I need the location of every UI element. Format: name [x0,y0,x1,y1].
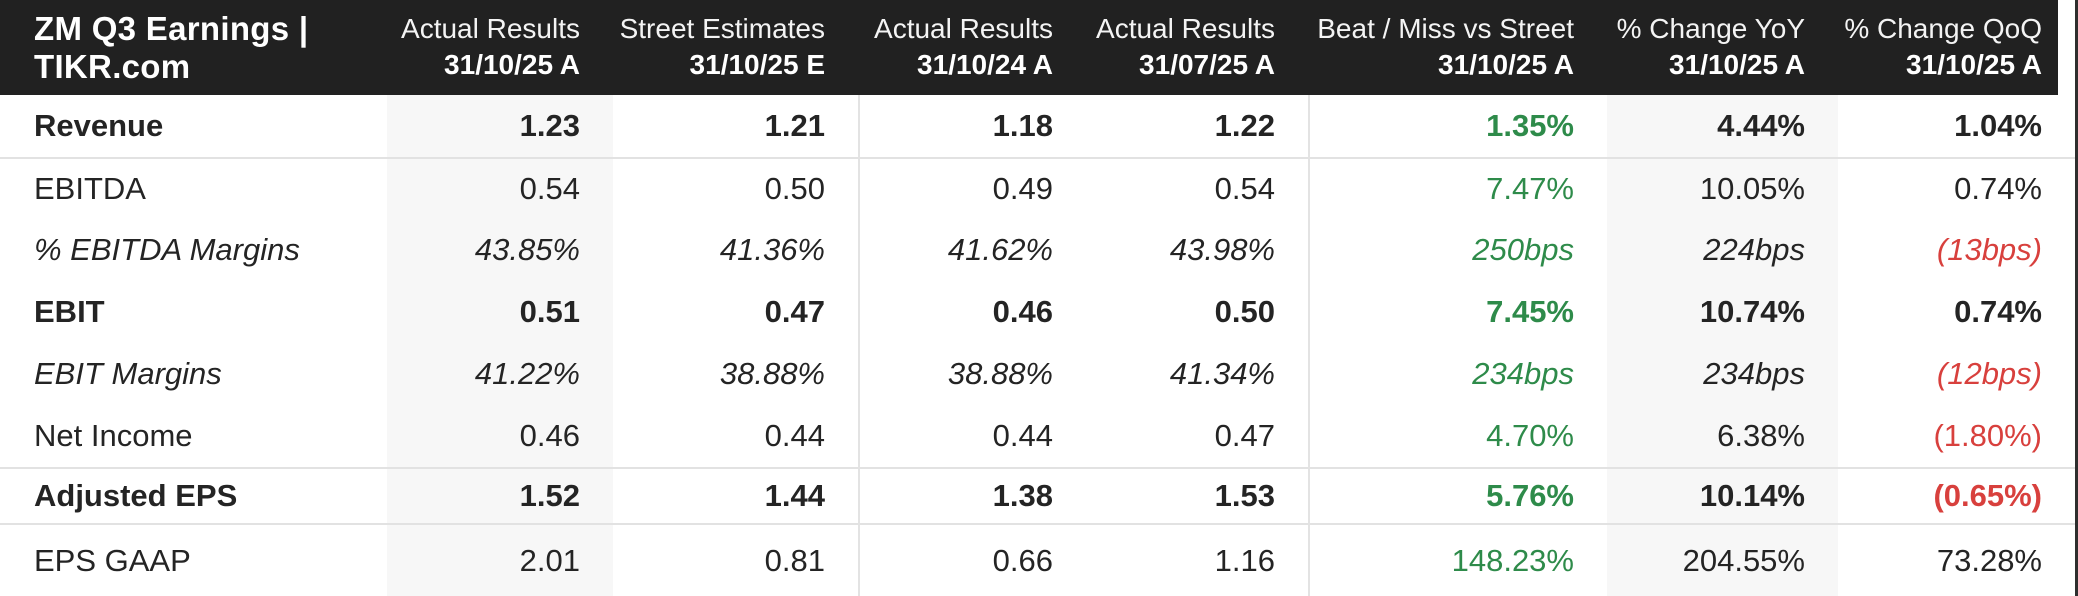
header-row: ZM Q3 Earnings | TIKR.com Actual Results… [0,0,2075,95]
cell-value: 1.44 [764,478,825,513]
column-header-label: % Change QoQ [1844,13,2042,45]
row-label: Revenue [34,108,164,143]
cell-value: 234bps [1308,343,1607,405]
cell-value: 38.88% [719,356,825,391]
cell-value: 1.04% [1954,108,2042,143]
column-header: Street Estimates 31/10/25 E [613,0,858,95]
table-row: EBIT 0.51 0.47 0.46 0.50 7.45% 10.74% 0.74% [0,281,2075,343]
row-label: Adjusted EPS [34,478,238,513]
cell-value: (1.80%) [1933,418,2042,453]
cell-value: (0.65%) [1933,478,2042,513]
row-label: EBIT Margins [34,356,222,391]
cell-value: 204.55% [1607,525,1838,596]
cell-value: 0.47 [764,294,825,329]
cell-value: 10.05% [1607,159,1838,219]
column-header: Actual Results 31/10/24 A [858,0,1086,95]
cell-value: 0.54 [1214,171,1275,206]
cell-value: 6.38% [1607,405,1838,467]
table-row: % EBITDA Margins 43.85% 41.36% 41.62% 43.98%… [0,219,2075,281]
cell-value: 0.74% [1954,171,2042,206]
cell-value: 0.50 [764,171,825,206]
cell-value: 43.98% [1169,232,1275,267]
table-body: Revenue 1.23 1.21 1.18 1.22 1.35% 4.44% 1.04% EB… [0,95,2078,596]
cell-value: 1.52 [387,469,613,523]
table-row: EBIT Margins 41.22% 38.88% 38.88% 41.34% 234b… [0,343,2075,405]
column-header: Actual Results 31/07/25 A [1086,0,1308,95]
cell-value: 234bps [1607,343,1838,405]
row-label: EPS GAAP [34,543,191,578]
cell-value: (13bps) [1936,232,2042,267]
column-header-date: 31/10/25 E [689,49,825,80]
column-header-label: Actual Results [874,13,1053,45]
cell-value: 41.34% [1169,356,1275,391]
cell-value: 148.23% [1308,525,1607,596]
cell-value: 7.45% [1308,281,1607,343]
cell-value: 0.50 [1214,294,1275,329]
column-header-label: % Change YoY [1616,13,1805,45]
cell-value: 224bps [1607,219,1838,281]
table-row: Revenue 1.23 1.21 1.18 1.22 1.35% 4.44% 1.04% [0,95,2075,157]
cell-value: 0.66 [858,525,1086,596]
cell-value: 41.62% [858,219,1086,281]
column-header-date: 31/07/25 A [1139,49,1275,80]
row-label: EBIT [34,294,105,329]
column-header-label: Actual Results [401,13,580,45]
cell-value: 38.88% [858,343,1086,405]
table-row: Net Income 0.46 0.44 0.44 0.47 4.70% 6.38% (1.8… [0,405,2075,467]
cell-value: 2.01 [387,525,613,596]
cell-value: 0.51 [387,281,613,343]
cell-value: 4.70% [1308,405,1607,467]
cell-value: 43.85% [387,219,613,281]
column-header: Actual Results 31/10/25 A [387,0,613,95]
cell-value: 41.36% [719,232,825,267]
cell-value: 0.81 [764,543,825,578]
cell-value: 0.54 [387,159,613,219]
cell-value: 1.18 [858,95,1086,157]
cell-value: 0.46 [387,405,613,467]
cell-value: 1.23 [387,95,613,157]
cell-value: 1.16 [1214,543,1275,578]
cell-value: 4.44% [1607,95,1838,157]
table-row: Adjusted EPS 1.52 1.44 1.38 1.53 5.76% 10.14% (… [0,467,2075,523]
table-title: ZM Q3 Earnings | TIKR.com [34,9,309,85]
cell-value: 0.44 [764,418,825,453]
cell-value: 0.44 [858,405,1086,467]
cell-value: 5.76% [1308,469,1607,523]
cell-value: 1.21 [764,108,825,143]
cell-value: 0.49 [858,159,1086,219]
cell-value: 1.53 [1214,478,1275,513]
column-header-date: 31/10/25 A [444,49,580,80]
table-row: EPS GAAP 2.01 0.81 0.66 1.16 148.23% 204.55% 73… [0,523,2075,596]
table-title-cell: ZM Q3 Earnings | TIKR.com [0,0,387,95]
cell-value: 10.74% [1607,281,1838,343]
column-header: Beat / Miss vs Street 31/10/25 A [1308,0,1607,95]
cell-value: 1.35% [1308,95,1607,157]
cell-value: 73.28% [1936,543,2042,578]
column-header: % Change QoQ 31/10/25 A [1838,0,2075,95]
cell-value: 1.22 [1214,108,1275,143]
column-header-label: Beat / Miss vs Street [1317,13,1574,45]
cell-value: 41.22% [387,343,613,405]
cell-value: 7.47% [1308,159,1607,219]
column-header-date: 31/10/24 A [917,49,1053,80]
column-header-label: Street Estimates [619,13,825,45]
cell-value: 0.46 [858,281,1086,343]
column-header-date: 31/10/25 A [1669,49,1805,80]
column-header-date: 31/10/25 A [1438,49,1574,80]
row-label: % EBITDA Margins [34,232,300,267]
column-header-date: 31/10/25 A [1906,49,2042,80]
column-header-label: Actual Results [1096,13,1275,45]
row-label: Net Income [34,418,193,453]
cell-value: 1.38 [858,469,1086,523]
cell-value: 250bps [1308,219,1607,281]
column-header: % Change YoY 31/10/25 A [1607,0,1838,95]
vertical-scrollbar[interactable] [2075,0,2078,596]
cell-value: (12bps) [1936,356,2042,391]
cell-value: 0.74% [1954,294,2042,329]
table-row: EBITDA 0.54 0.50 0.49 0.54 7.47% 10.05% 0.74% [0,157,2075,219]
cell-value: 0.47 [1214,418,1275,453]
cell-value: 10.14% [1607,469,1838,523]
row-label: EBITDA [34,171,146,206]
